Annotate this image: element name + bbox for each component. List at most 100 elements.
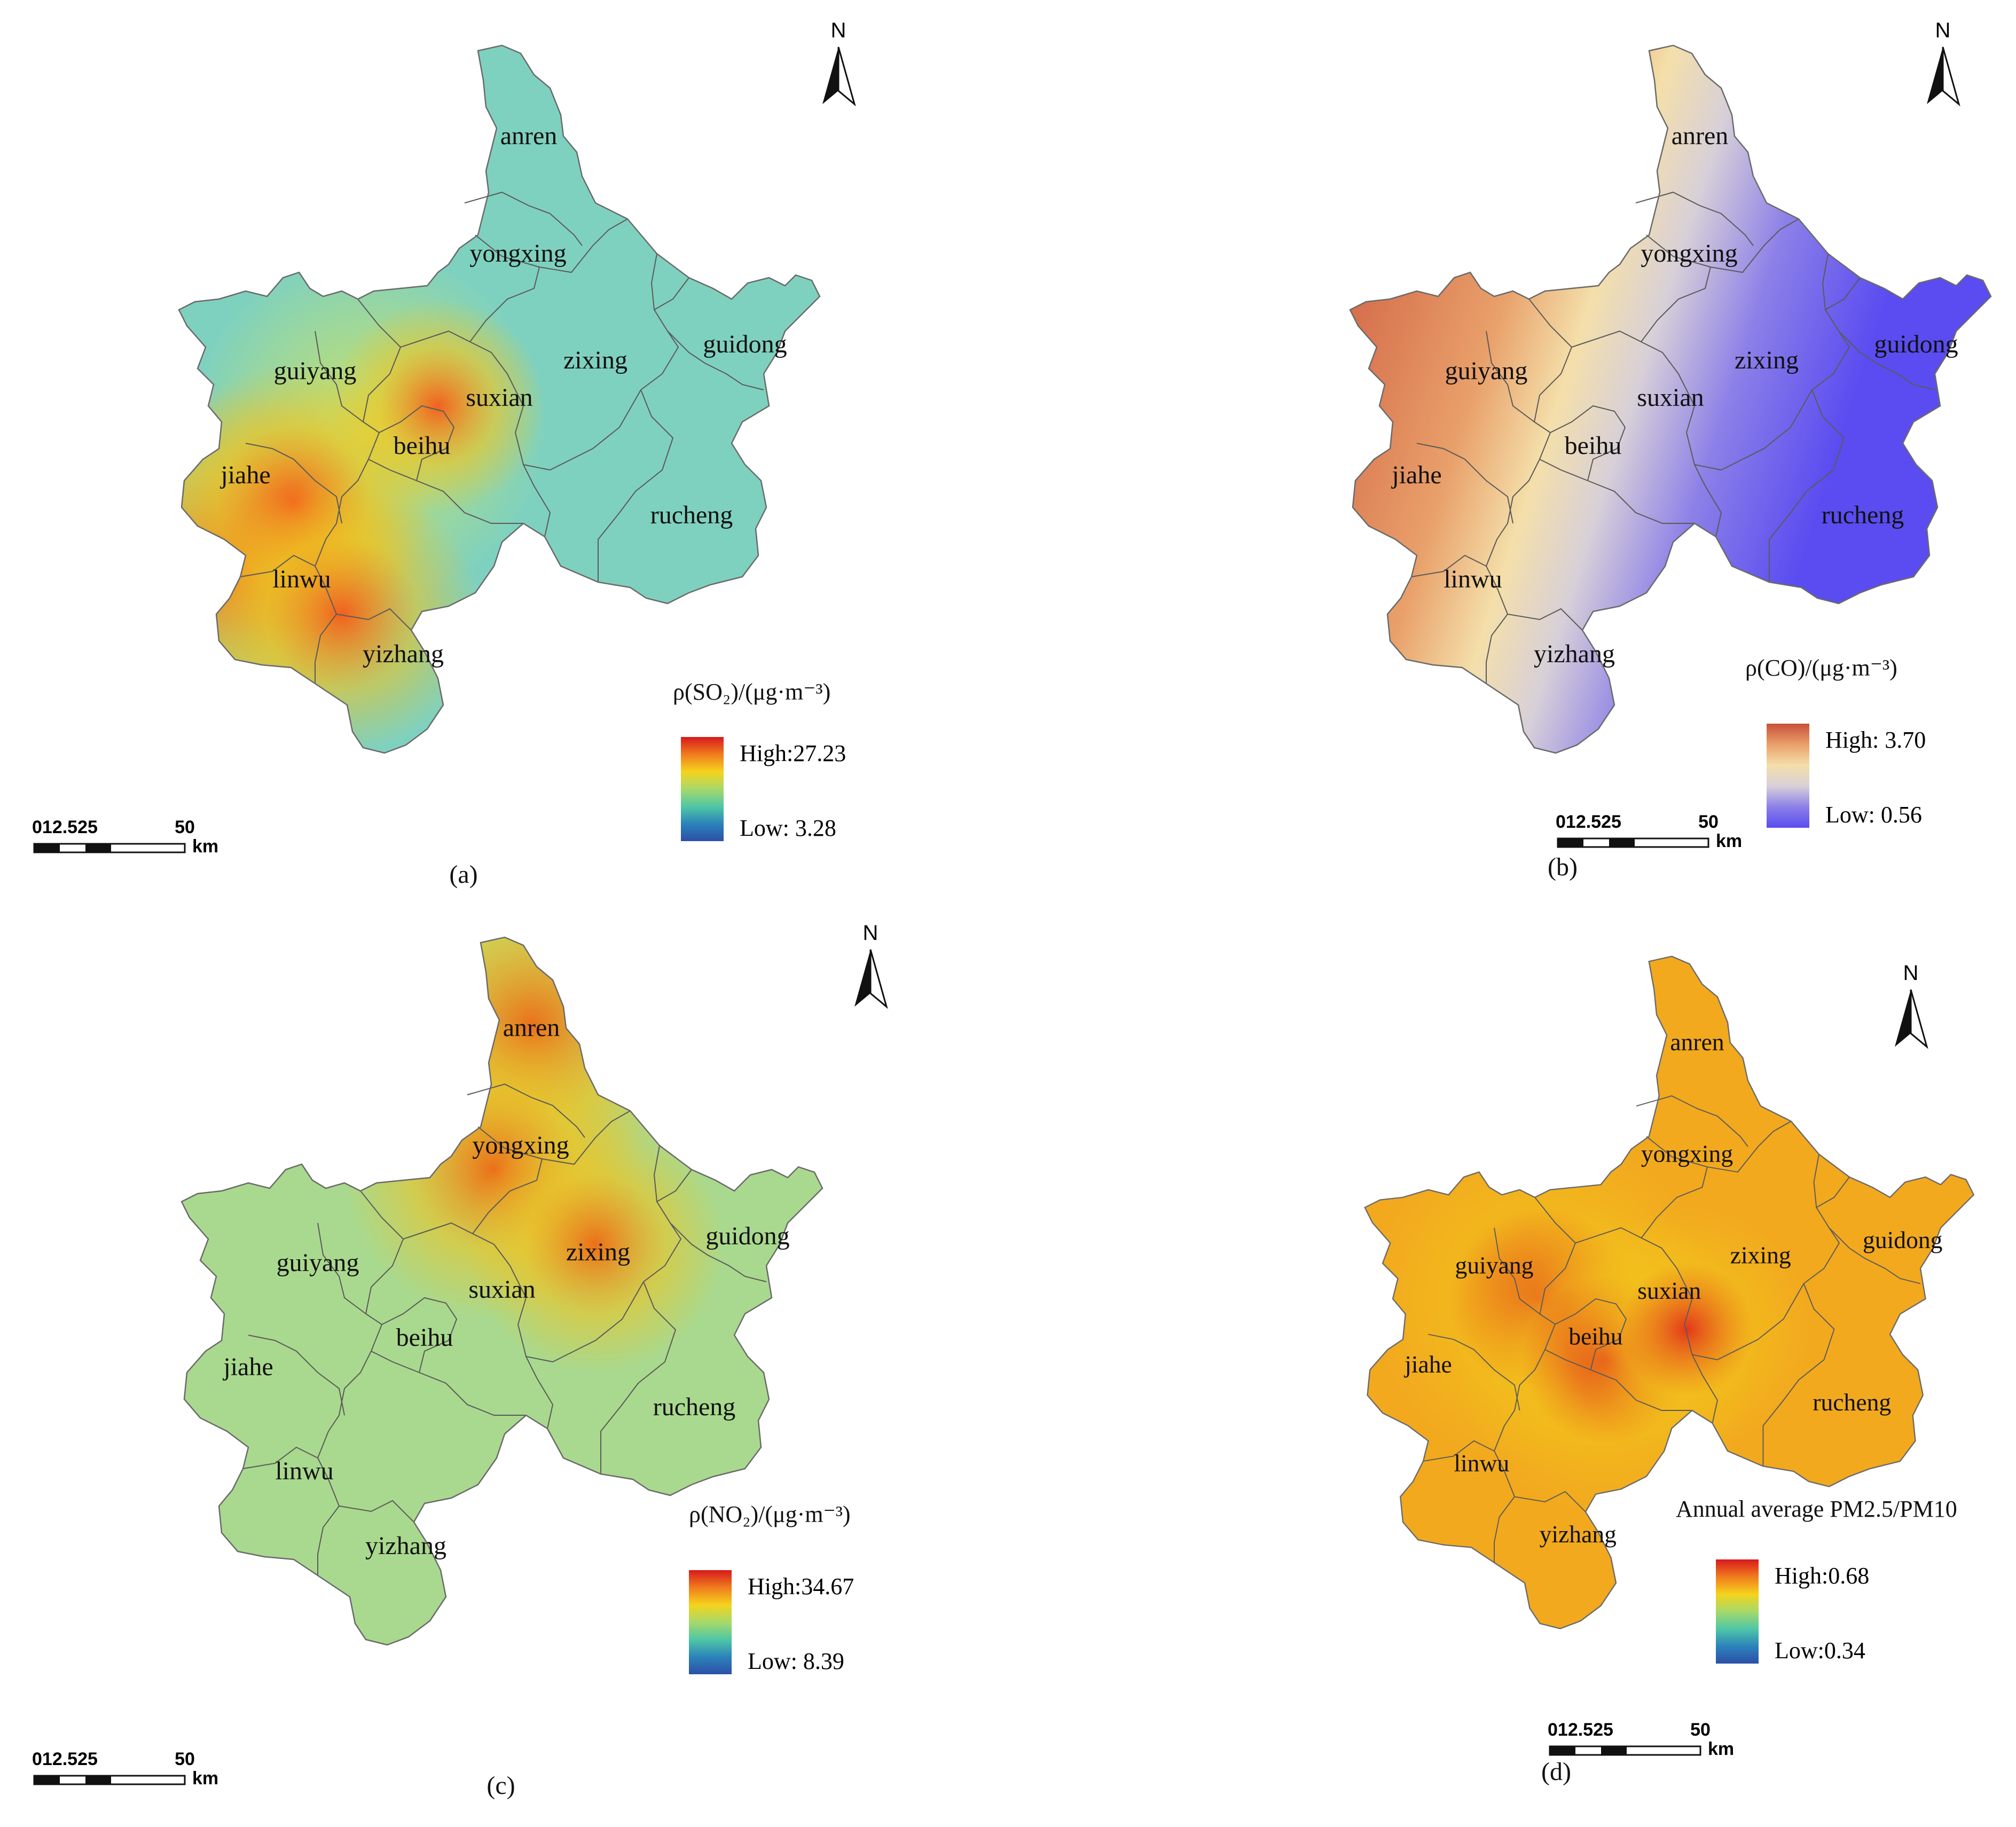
legend-low: Low: 0.56 bbox=[1825, 802, 1922, 828]
county-label-beihu: beihu bbox=[1565, 432, 1622, 460]
legend-color-ramp bbox=[1716, 1559, 1759, 1664]
legend-color-ramp bbox=[1767, 724, 1809, 828]
scale-tick-label: 50 bbox=[175, 1749, 195, 1769]
scale-tick-label: 50 bbox=[1698, 812, 1719, 832]
scale-tick-label: 50 bbox=[1690, 1720, 1711, 1740]
map-area: anren yongxing guiyang suxian zixing guidong b… bbox=[1349, 44, 1992, 754]
county-label-guiyang: guiyang bbox=[274, 357, 357, 385]
legend-color-ramp bbox=[689, 1570, 732, 1674]
county-boundaries bbox=[240, 191, 764, 684]
county-label-jiahe: jiahe bbox=[219, 461, 270, 489]
county-label-yongxing: yongxing bbox=[469, 239, 566, 268]
county-label-yongxing: yongxing bbox=[472, 1131, 569, 1159]
scale-unit: km bbox=[1716, 831, 1742, 851]
county-label-linwu: linwu bbox=[275, 1457, 333, 1485]
svg-text:N: N bbox=[1903, 961, 1919, 985]
county-label-jiahe: jiahe bbox=[1403, 1351, 1452, 1378]
map-svg: anren yongxing guiyang suxian zixing guidong b… bbox=[1349, 19, 1992, 851]
panel-c: anren yongxing guiyang suxian zixing guidong b… bbox=[0, 913, 1008, 1827]
north-arrow-icon: N bbox=[822, 19, 856, 107]
county-label-yizhang: yizhang bbox=[365, 1532, 446, 1560]
county-label-anren: anren bbox=[1670, 1029, 1724, 1056]
county-label-rucheng: rucheng bbox=[1813, 1389, 1891, 1416]
county-label-yizhang: yizhang bbox=[363, 640, 444, 668]
scale-unit: km bbox=[192, 1768, 218, 1789]
scale-unit: km bbox=[192, 836, 218, 857]
panel-d: anren yongxing guiyang suxian zixing guidong b… bbox=[1008, 913, 2016, 1827]
county-boundaries bbox=[242, 1083, 767, 1575]
county-label-beihu: beihu bbox=[1568, 1323, 1622, 1350]
panel-caption: (b) bbox=[1548, 853, 1578, 881]
north-arrow-icon: N bbox=[1895, 961, 1928, 1049]
panel-caption: (d) bbox=[1541, 1758, 1571, 1786]
map-svg: anren yongxing guiyang suxian zixing guidong b… bbox=[32, 19, 856, 857]
county-label-zixing: zixing bbox=[1730, 1242, 1791, 1269]
study-area-outline bbox=[181, 936, 823, 1646]
county-label-anren: anren bbox=[503, 1014, 560, 1042]
county-label-suxian: suxian bbox=[1637, 383, 1704, 412]
county-label-yongxing: yongxing bbox=[1641, 239, 1737, 268]
county-label-anren: anren bbox=[500, 122, 558, 150]
county-label-guidong: guidong bbox=[1874, 330, 1958, 358]
scale-tick-label: 25 bbox=[77, 1749, 98, 1769]
county-label-beihu: beihu bbox=[396, 1323, 453, 1352]
scale-tick-label: 0 bbox=[32, 1749, 42, 1769]
county-boundaries bbox=[1423, 1095, 1921, 1563]
scale-tick-label: 50 bbox=[175, 817, 195, 837]
county-label-rucheng: rucheng bbox=[650, 501, 733, 529]
legend-high: High:34.67 bbox=[748, 1573, 854, 1599]
legend-title: ρ(NO₂)/(μg·m⁻³) bbox=[689, 1501, 851, 1527]
map-area: anren yongxing guiyang suxian zixing guidong b… bbox=[178, 44, 821, 754]
county-label-zixing: zixing bbox=[566, 1238, 630, 1266]
scale-tick-label: 12.5 bbox=[1558, 1720, 1593, 1740]
county-label-guiyang: guiyang bbox=[1445, 357, 1528, 385]
scale-unit: km bbox=[1708, 1739, 1734, 1759]
county-label-zixing: zixing bbox=[563, 346, 627, 374]
svg-text:N: N bbox=[863, 921, 878, 945]
legend-low: Low: 8.39 bbox=[748, 1648, 844, 1674]
study-area-outline bbox=[1349, 44, 1992, 754]
scale-tick-label: 12.5 bbox=[1566, 812, 1601, 832]
panel-b: anren yongxing guiyang suxian zixing guidong b… bbox=[1008, 0, 2016, 913]
map-svg: anren yongxing guiyang suxian zixing guidong b… bbox=[32, 921, 888, 1789]
scale-tick-label: 0 bbox=[1556, 812, 1566, 832]
north-arrow-icon: N bbox=[1927, 19, 1960, 107]
panel-a: anren yongxing guiyang suxian zixing guidong b… bbox=[0, 0, 1008, 913]
scale-tick-label: 12.5 bbox=[42, 1749, 77, 1769]
north-arrow-icon: N bbox=[854, 921, 888, 1009]
panel-caption: (a) bbox=[449, 860, 478, 889]
county-label-zixing: zixing bbox=[1735, 346, 1799, 374]
county-label-guiyang: guiyang bbox=[277, 1249, 359, 1277]
scale-tick-label: 0 bbox=[1548, 1720, 1558, 1740]
county-label-guidong: guidong bbox=[703, 330, 787, 358]
study-area-outline bbox=[178, 44, 821, 754]
county-label-yongxing: yongxing bbox=[1641, 1140, 1733, 1167]
map-area: anren yongxing guiyang suxian zixing guidong b… bbox=[1364, 955, 1975, 1629]
county-label-suxian: suxian bbox=[466, 383, 532, 412]
county-label-guidong: guidong bbox=[705, 1222, 789, 1250]
scale-tick-label: 0 bbox=[32, 817, 42, 837]
county-label-rucheng: rucheng bbox=[653, 1393, 736, 1421]
county-label-linwu: linwu bbox=[1444, 565, 1502, 593]
legend-title: Annual average PM2.5/PM10 bbox=[1676, 1496, 1957, 1522]
county-label-anren: anren bbox=[1672, 122, 1729, 150]
legend-color-ramp bbox=[681, 737, 724, 841]
legend-title: ρ(CO)/(μg·m⁻³) bbox=[1745, 655, 1897, 681]
legend-low: Low: 3.28 bbox=[740, 815, 836, 841]
scale-tick-label: 25 bbox=[1601, 812, 1621, 832]
county-label-guidong: guidong bbox=[1863, 1226, 1942, 1253]
legend-title: ρ(SO₂)/(μg·m⁻³) bbox=[673, 679, 830, 705]
study-area-outline bbox=[1364, 955, 1975, 1629]
county-label-jiahe: jiahe bbox=[222, 1353, 273, 1381]
legend-high: High:27.23 bbox=[740, 740, 846, 766]
county-label-rucheng: rucheng bbox=[1822, 501, 1904, 529]
county-label-beihu: beihu bbox=[394, 432, 451, 460]
map-area: anren yongxing guiyang suxian zixing guidong b… bbox=[181, 936, 823, 1646]
county-label-suxian: suxian bbox=[468, 1275, 535, 1304]
county-label-yizhang: yizhang bbox=[1534, 640, 1615, 668]
svg-text:N: N bbox=[1935, 19, 1951, 42]
